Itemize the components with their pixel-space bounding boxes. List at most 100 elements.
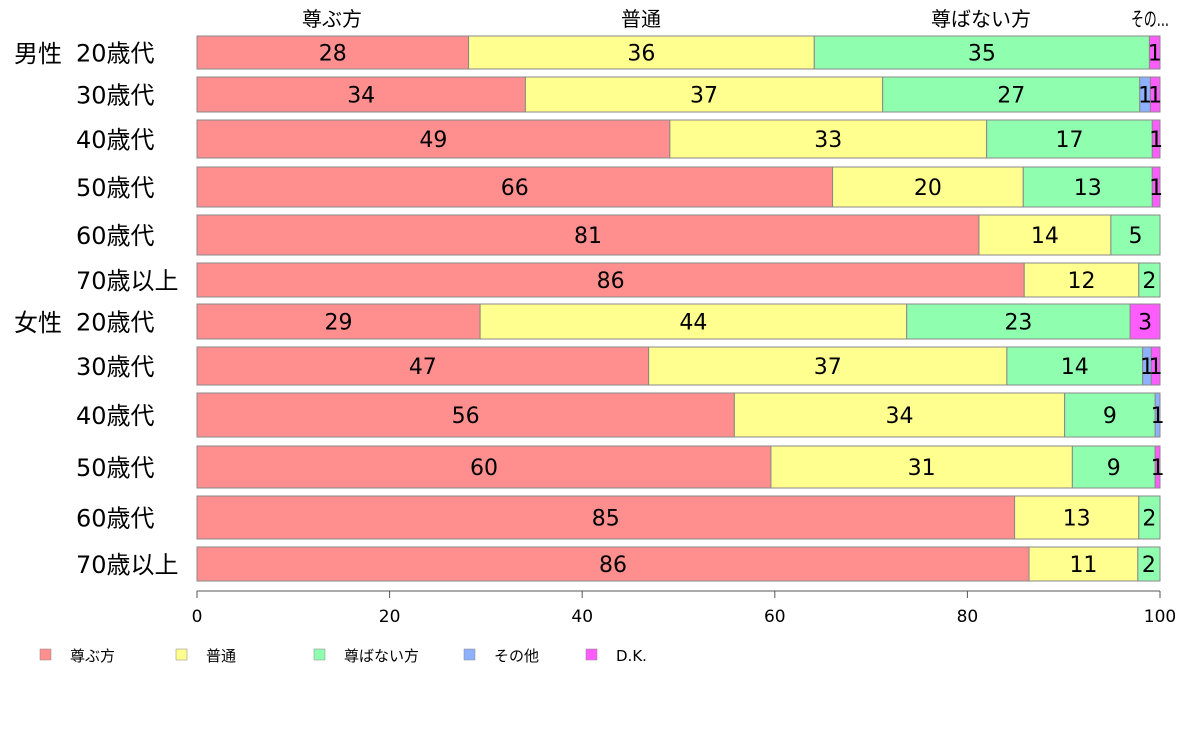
category-label: 30歳代: [76, 353, 155, 381]
data-label: 66: [501, 176, 529, 201]
bar-segment: [196, 303, 481, 340]
bar-row: 20歳代 28 36 35 1: [76, 35, 1162, 70]
bar-row: 20歳代 29 44 23 3: [76, 303, 1161, 340]
legend-label: 尊ぶ方: [70, 647, 115, 665]
data-label: 56: [452, 404, 480, 429]
bar-segment: [196, 346, 650, 386]
x-tick-label: 20: [379, 607, 401, 627]
data-label: 13: [1063, 507, 1091, 532]
data-label: 44: [679, 311, 707, 336]
x-tick-label: 40: [571, 607, 593, 627]
bar-segment: [1006, 346, 1144, 386]
x-axis: 0 20 40 60 80 100: [192, 590, 1176, 627]
bar-segment: [882, 76, 1141, 113]
legend-swatch: [463, 648, 476, 661]
bar-segment: [813, 35, 1150, 70]
data-label: 1: [1149, 128, 1163, 153]
legend-swatch: [175, 648, 188, 661]
data-label: 12: [1068, 269, 1096, 294]
data-label: 1: [1151, 456, 1165, 481]
data-label: 1: [1149, 355, 1163, 380]
bar-segment: [479, 303, 908, 340]
legend: 尊ぶ方 普通 尊ばない方 その他 D.K.: [39, 647, 647, 665]
bar-row: 30歳代 47 37 14 11: [76, 346, 1163, 386]
data-label: 20: [914, 176, 942, 201]
data-label: 1: [1151, 404, 1165, 429]
data-label: 1: [1140, 355, 1154, 380]
bar-segment: [1022, 166, 1153, 208]
bar-segment: [1154, 392, 1161, 438]
data-label: 9: [1103, 404, 1117, 429]
data-label: 37: [814, 355, 842, 380]
bar-segment: [1148, 35, 1161, 70]
data-label: 14: [1061, 355, 1089, 380]
bar-segment: [1149, 76, 1161, 113]
data-label: 17: [1055, 128, 1083, 153]
legend-label: その他: [494, 647, 539, 665]
bar-segment: [1071, 445, 1156, 489]
data-label: 37: [690, 84, 718, 109]
legend-swatch: [585, 648, 598, 661]
data-label: 86: [597, 269, 625, 294]
category-label: 40歳代: [76, 402, 155, 430]
bar-segment: [196, 119, 671, 159]
bar-segment: [196, 392, 735, 438]
x-tick-label: 80: [957, 607, 979, 627]
bar-row: 60歳代 81 14 5: [76, 214, 1161, 256]
category-label: 20歳代: [76, 40, 155, 68]
column-labels: 尊ぶ方 普通 尊ばない方 その...: [302, 7, 1169, 31]
data-label: 85: [592, 507, 620, 532]
category-label: 40歳代: [76, 126, 155, 154]
bar-segment: [1064, 392, 1156, 438]
bar-segment: [770, 445, 1073, 489]
bar-segment: [196, 546, 1030, 582]
bar-segment: [196, 166, 834, 208]
bar-row: 40歳代 56 34 9 1: [76, 392, 1165, 438]
bar-segment: [978, 214, 1112, 256]
group-label-male: 男性: [14, 40, 62, 68]
column-label: その...: [1131, 7, 1169, 31]
category-label: 70歳以上: [76, 267, 179, 295]
bar-segment: [1110, 214, 1161, 256]
bar-segment: [1154, 445, 1161, 489]
bar-segment: [1023, 262, 1140, 298]
data-label: 29: [325, 311, 353, 336]
bar-segment: [196, 495, 1016, 540]
data-label: 3: [1138, 311, 1152, 336]
bar-segment: [1129, 303, 1161, 340]
data-label: 1: [1138, 84, 1152, 109]
bar-segment: [1151, 119, 1161, 159]
data-label: 14: [1031, 224, 1059, 249]
data-label: 13: [1074, 176, 1102, 201]
bar-row: 60歳代 85 13 2: [76, 495, 1161, 540]
x-tick-label: 100: [1144, 607, 1176, 627]
data-label: 81: [574, 224, 602, 249]
data-label: 47: [409, 355, 437, 380]
bar-row: 40歳代 49 33 17 1: [76, 119, 1163, 159]
bar-segment: [196, 262, 1025, 298]
data-label: 49: [419, 128, 447, 153]
bar-segment: [1014, 495, 1140, 540]
bar-segment: [468, 35, 815, 70]
legend-label: 尊ばない方: [344, 647, 419, 665]
data-label: 2: [1142, 553, 1156, 578]
data-label: 5: [1128, 224, 1142, 249]
category-label: 60歳代: [76, 222, 155, 250]
bar-segment: [669, 119, 988, 159]
legend-swatch: [313, 648, 326, 661]
data-label: 33: [814, 128, 842, 153]
bar-segment: [196, 35, 470, 70]
group-labels: 男性 女性: [14, 40, 62, 337]
data-label: 2: [1142, 507, 1156, 532]
data-label: 23: [1004, 311, 1032, 336]
bar-segment: [1151, 166, 1161, 208]
data-label: 1: [1148, 84, 1162, 109]
data-label: 31: [908, 456, 936, 481]
bar-segment: [1138, 262, 1161, 298]
bar-segment: [733, 392, 1066, 438]
data-label: 34: [886, 404, 914, 429]
legend-swatch: [39, 648, 52, 661]
data-label: 60: [470, 456, 498, 481]
category-label: 70歳以上: [76, 551, 179, 579]
